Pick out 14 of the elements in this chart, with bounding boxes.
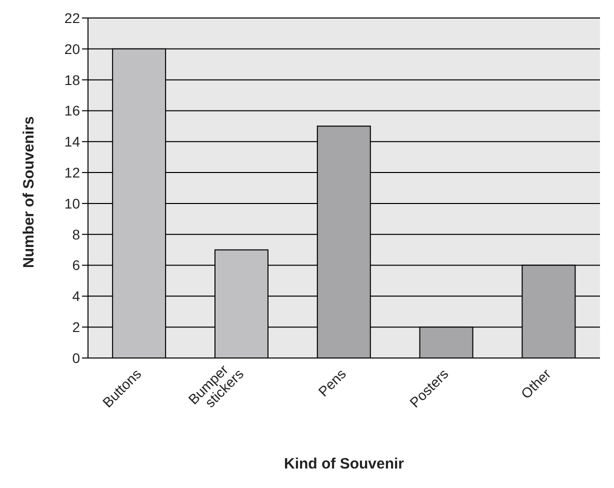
y-tick-label: 0 <box>72 350 80 366</box>
y-axis-title: Number of Souvenirs <box>20 116 38 268</box>
y-tick-label: 6 <box>72 257 80 274</box>
y-tick-label: 20 <box>64 40 80 57</box>
y-tick-label: 10 <box>64 195 80 212</box>
x-axis-title: Kind of Souvenir <box>284 456 404 473</box>
y-tick-label: 18 <box>64 72 80 88</box>
y-tick-label: 16 <box>64 102 80 119</box>
y-tick-label: 8 <box>72 226 80 242</box>
y-tick-label: 4 <box>72 288 80 304</box>
y-tick-label: 12 <box>64 164 80 181</box>
y-tick-label: 22 <box>64 10 80 26</box>
y-tick-label: 2 <box>72 319 80 336</box>
y-tick-label: 14 <box>64 134 80 150</box>
